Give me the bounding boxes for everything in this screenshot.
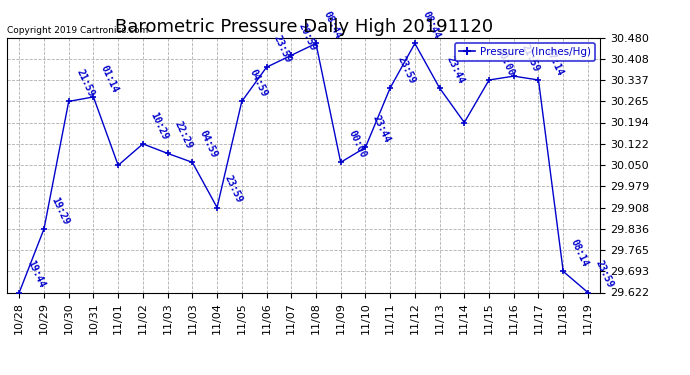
Text: 10:29: 10:29 <box>148 110 170 141</box>
Text: 00:00: 00:00 <box>495 46 516 77</box>
Legend: Pressure  (Inches/Hg): Pressure (Inches/Hg) <box>455 43 595 61</box>
Title: Barometric Pressure Daily High 20191120: Barometric Pressure Daily High 20191120 <box>115 18 493 36</box>
Text: 23:59: 23:59 <box>272 34 293 64</box>
Text: 08:14: 08:14 <box>569 238 590 268</box>
Text: 23:44: 23:44 <box>445 54 466 85</box>
Text: Copyright 2019 Cartronics.com: Copyright 2019 Cartronics.com <box>7 26 148 35</box>
Text: 04:59: 04:59 <box>198 129 219 159</box>
Text: 22:29: 22:29 <box>173 120 195 151</box>
Text: 19:29: 19:29 <box>50 195 71 226</box>
Text: 00:00: 00:00 <box>346 129 368 159</box>
Text: 21:59: 21:59 <box>520 42 541 74</box>
Text: 23:59: 23:59 <box>593 259 615 290</box>
Text: 23:44: 23:44 <box>371 114 393 145</box>
Text: 23:59: 23:59 <box>395 54 417 85</box>
Text: 20:59: 20:59 <box>297 22 318 53</box>
Text: 04:59: 04:59 <box>247 68 269 99</box>
Text: 08:44: 08:44 <box>420 10 442 40</box>
Text: 07:14: 07:14 <box>544 46 566 77</box>
Text: 23:59: 23:59 <box>223 174 244 205</box>
Text: 08:44: 08:44 <box>322 10 343 40</box>
Text: 19:44: 19:44 <box>25 259 46 290</box>
Text: 01:14: 01:14 <box>99 63 121 94</box>
Text: 21:59: 21:59 <box>75 68 96 99</box>
